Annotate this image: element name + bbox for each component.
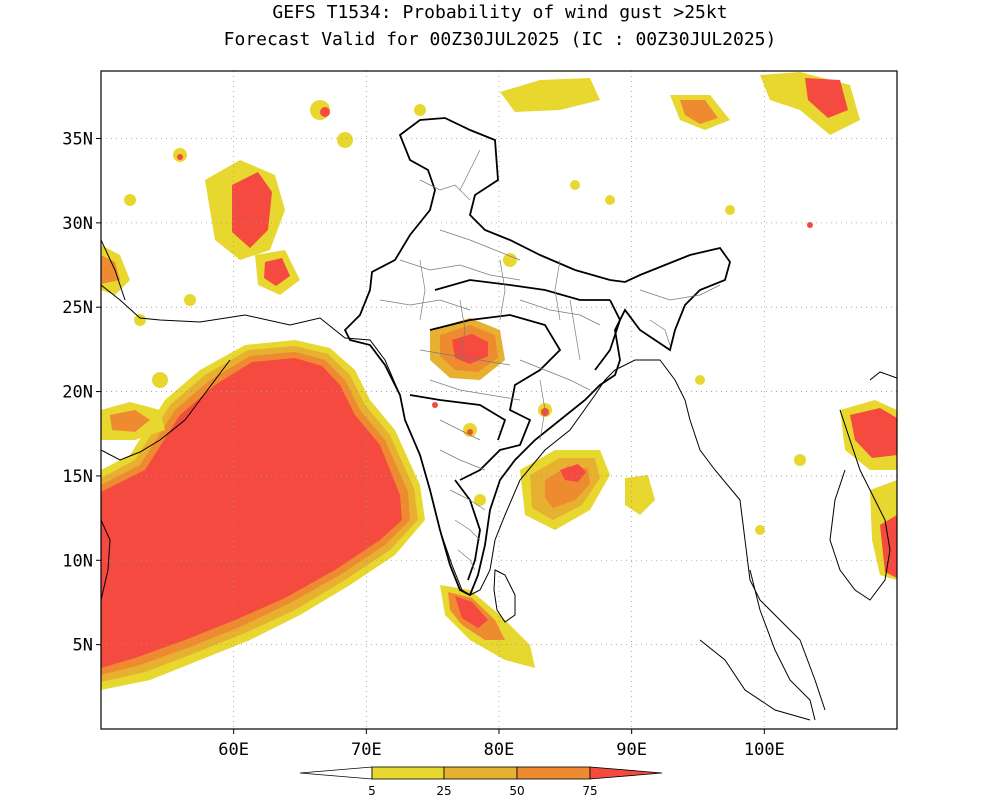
thailand-gulf [869,371,897,381]
tick-label-lat: 10N [62,551,93,571]
chart-title: GEFS T1534: Probability of wind gust >25… [272,2,728,23]
tick-label-lat: 5N [73,636,93,656]
colorbar-segment-1 [371,766,445,780]
district-boundaries [379,149,721,571]
arabia-coast [101,359,231,461]
tick-label-lon: 100E [744,740,785,760]
axis-ticks: 60E 70E 80E 90E 100E 35N 30N 25N 20N 15N 10N 5N [62,129,785,760]
tick-label-lat: 25N [62,298,93,318]
tick-label-lon: 70E [351,740,382,760]
tick-label-lat: 15N [62,467,93,487]
probability-shading [101,72,897,690]
tick-label-lon: 80E [484,740,515,760]
india-boundary [343,117,731,597]
tick-label-lon: 90E [616,740,647,760]
tick-label-lat: 20N [62,383,93,403]
bangladesh-myanmar-coast [614,359,826,711]
malay-peninsula [749,569,816,721]
tick-label-lat: 30N [62,214,93,234]
indochina-coast [829,409,891,601]
colorbar-label-25: 25 [436,784,451,798]
colorbar-lower-arrow [299,766,373,780]
tick-label-lon: 60E [218,740,249,760]
colorbar-label-50: 50 [509,784,524,798]
sumatra [699,639,811,721]
colorbar-segment-3 [516,766,591,780]
colorbar-segment-2 [443,766,518,780]
chart-subtitle: Forecast Valid for 00Z30JUL2025 (IC : 00… [223,29,777,50]
tick-label-lat: 35N [62,129,93,149]
colorbar-upper-arrow [589,766,663,780]
iran-pak-coast [101,239,126,301]
sri-lanka [493,569,516,623]
colorbar: 5 25 50 75 [299,766,663,798]
colorbar-label-75: 75 [582,784,597,798]
colorbar-label-5: 5 [368,784,376,798]
somalia-coast [101,519,111,601]
indian-east-coast [469,369,616,596]
